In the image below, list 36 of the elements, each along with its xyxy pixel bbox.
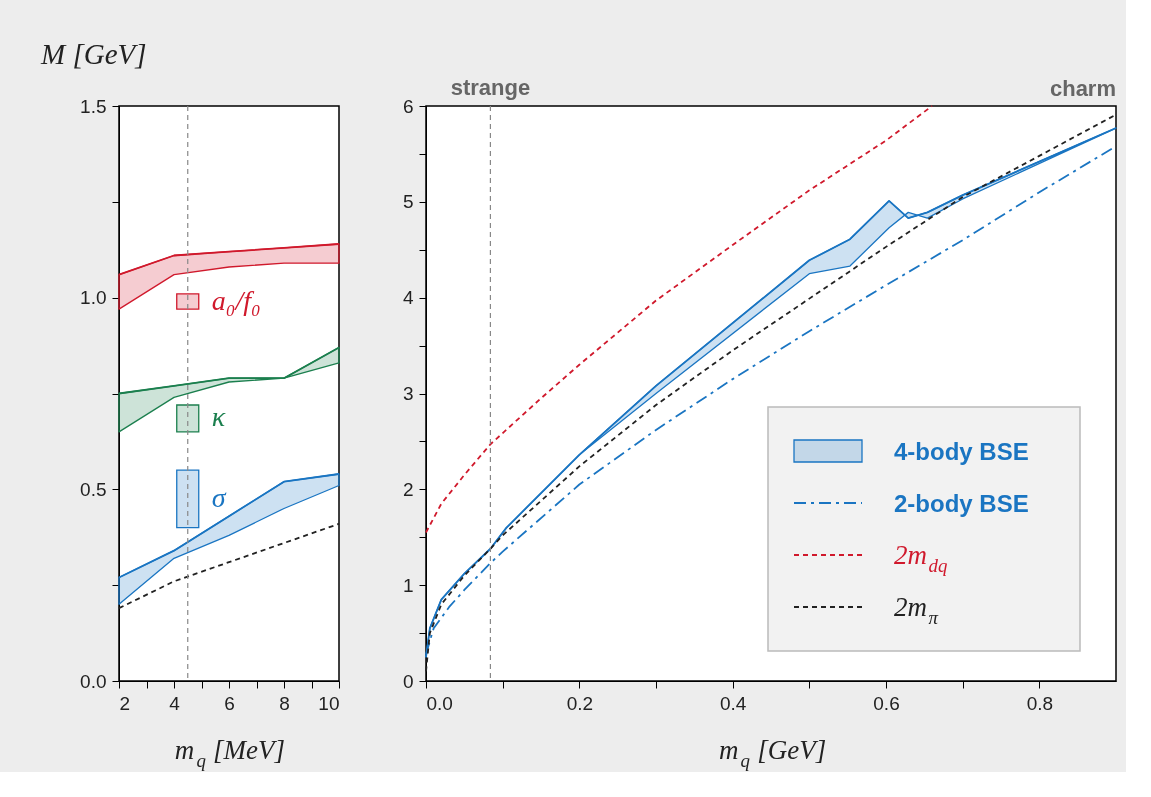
- y-tick-label: 3: [402, 383, 414, 404]
- line-series: [118, 522, 340, 610]
- y-tick-label: 4: [402, 287, 414, 309]
- x-tick-label: 0.8: [1026, 692, 1054, 714]
- x-tick-label: 2: [119, 692, 131, 714]
- line-series: [118, 473, 340, 579]
- x-tick-label: 10: [318, 692, 340, 714]
- x-tick-label: 4: [169, 692, 181, 714]
- line-series: [118, 243, 340, 276]
- x-tick-label: 0.4: [719, 692, 747, 714]
- text: charm: [1049, 76, 1116, 101]
- y-tick-label: 1.5: [80, 95, 107, 117]
- y-tick-label: 0.5: [80, 478, 107, 500]
- series-label: σ: [211, 481, 227, 513]
- y-tick-label: 5: [402, 191, 414, 213]
- ref-line-label: strange: [450, 75, 531, 100]
- bar: [176, 404, 200, 433]
- x-tick-label: 6: [224, 692, 235, 714]
- x-tick-label: 0.0: [426, 692, 453, 714]
- series-label: κ: [211, 401, 226, 433]
- y-axis-title: M [GeV]: [40, 38, 147, 70]
- legend-label: 2-body BSE: [894, 490, 1029, 517]
- series-label: a₀/f₀: [211, 284, 261, 316]
- y-tick-label: 0.0: [80, 670, 107, 692]
- legend-label: 4-body BSE: [894, 438, 1029, 465]
- bar: [176, 293, 200, 310]
- y-tick-label: 1: [402, 574, 414, 596]
- x-tick-label: 0.6: [873, 692, 900, 714]
- y-tick-label: 2: [402, 478, 414, 500]
- bar: [176, 469, 200, 529]
- y-tick-label: 0: [402, 670, 414, 692]
- x-tick-label: 8: [279, 692, 290, 714]
- line-series: [118, 346, 340, 395]
- x-tick-label: 0.2: [566, 692, 594, 714]
- y-tick-label: 6: [402, 95, 414, 117]
- y-tick-label: 1.0: [80, 287, 107, 309]
